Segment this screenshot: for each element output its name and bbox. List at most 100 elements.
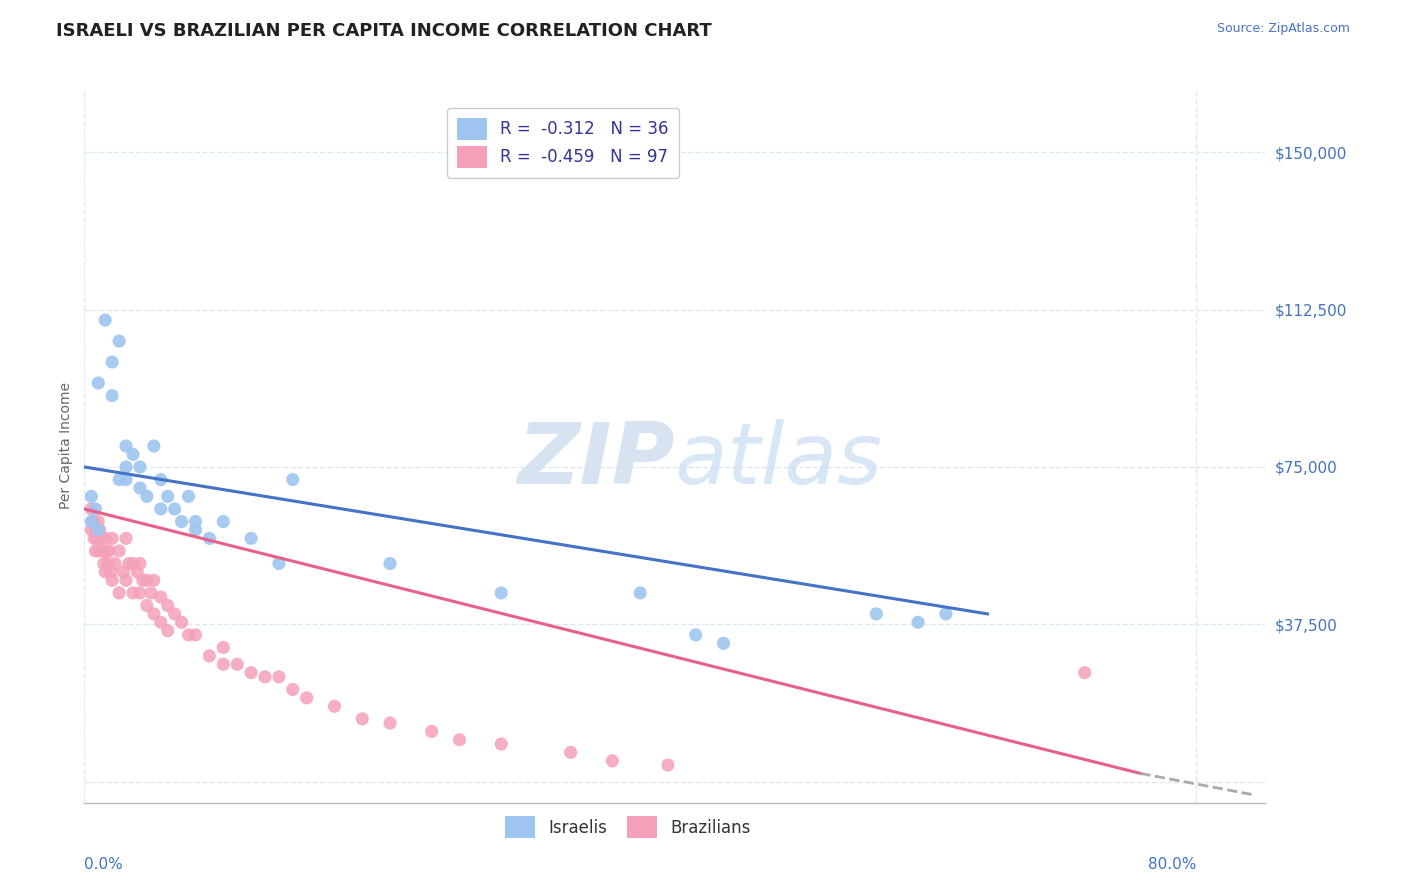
Point [907,615,929,630]
Point [184,523,207,537]
Y-axis label: Per Capita Income: Per Capita Income [59,383,73,509]
Point [177,489,200,503]
Point [378,716,401,731]
Point [112,565,135,579]
Point [156,489,179,503]
Point [198,648,221,663]
Point [80,523,103,537]
Point [132,574,155,588]
Point [420,724,443,739]
Point [93,557,115,571]
Point [115,439,138,453]
Point [129,586,152,600]
Point [149,615,172,630]
Point [657,758,679,772]
Point [104,557,127,571]
Point [122,586,145,600]
Point [156,624,179,638]
Point [212,515,235,529]
Point [135,574,157,588]
Legend: Israelis, Brazilians: Israelis, Brazilians [498,810,758,845]
Point [602,754,624,768]
Point [87,544,110,558]
Point [685,628,707,642]
Point [122,447,145,461]
Point [149,502,172,516]
Point [96,544,118,558]
Point [489,586,512,600]
Point [713,636,735,650]
Point [184,628,207,642]
Point [101,389,124,403]
Point [449,732,471,747]
Point [98,544,121,558]
Point [87,376,110,390]
Point [240,532,263,546]
Point [156,599,179,613]
Point [1074,665,1097,680]
Point [89,523,111,537]
Point [295,690,318,705]
Point [129,557,152,571]
Point [80,515,103,529]
Point [378,557,401,571]
Point [84,502,107,516]
Point [935,607,957,621]
Point [139,586,162,600]
Point [489,737,512,751]
Point [100,565,122,579]
Point [163,502,186,516]
Point [101,355,124,369]
Point [91,544,114,558]
Point [281,473,304,487]
Point [108,473,131,487]
Point [115,460,138,475]
Point [90,532,112,546]
Point [108,586,131,600]
Point [226,657,249,672]
Point [87,515,110,529]
Point [323,699,346,714]
Point [135,599,157,613]
Text: ZIP: ZIP [517,418,675,502]
Point [127,565,149,579]
Point [142,574,165,588]
Point [101,574,124,588]
Text: atlas: atlas [675,418,883,502]
Point [80,502,103,516]
Point [118,557,141,571]
Text: 0.0%: 0.0% [84,857,124,872]
Point [122,557,145,571]
Point [628,586,651,600]
Point [142,607,165,621]
Point [80,489,103,503]
Point [212,657,235,672]
Text: ISRAELI VS BRAZILIAN PER CAPITA INCOME CORRELATION CHART: ISRAELI VS BRAZILIAN PER CAPITA INCOME C… [56,22,711,40]
Point [184,515,207,529]
Point [170,615,193,630]
Point [87,523,110,537]
Point [94,532,117,546]
Text: 80.0%: 80.0% [1147,857,1197,872]
Text: Source: ZipAtlas.com: Source: ZipAtlas.com [1216,22,1350,36]
Point [267,670,290,684]
Point [83,532,105,546]
Point [177,628,200,642]
Point [115,473,138,487]
Point [108,334,131,348]
Point [149,590,172,604]
Point [129,481,152,495]
Point [865,607,887,621]
Point [86,532,108,546]
Point [142,439,165,453]
Point [82,515,104,529]
Point [84,523,107,537]
Point [163,607,186,621]
Point [281,682,304,697]
Point [352,712,374,726]
Point [97,557,120,571]
Point [108,544,131,558]
Point [240,665,263,680]
Point [94,313,117,327]
Point [129,460,152,475]
